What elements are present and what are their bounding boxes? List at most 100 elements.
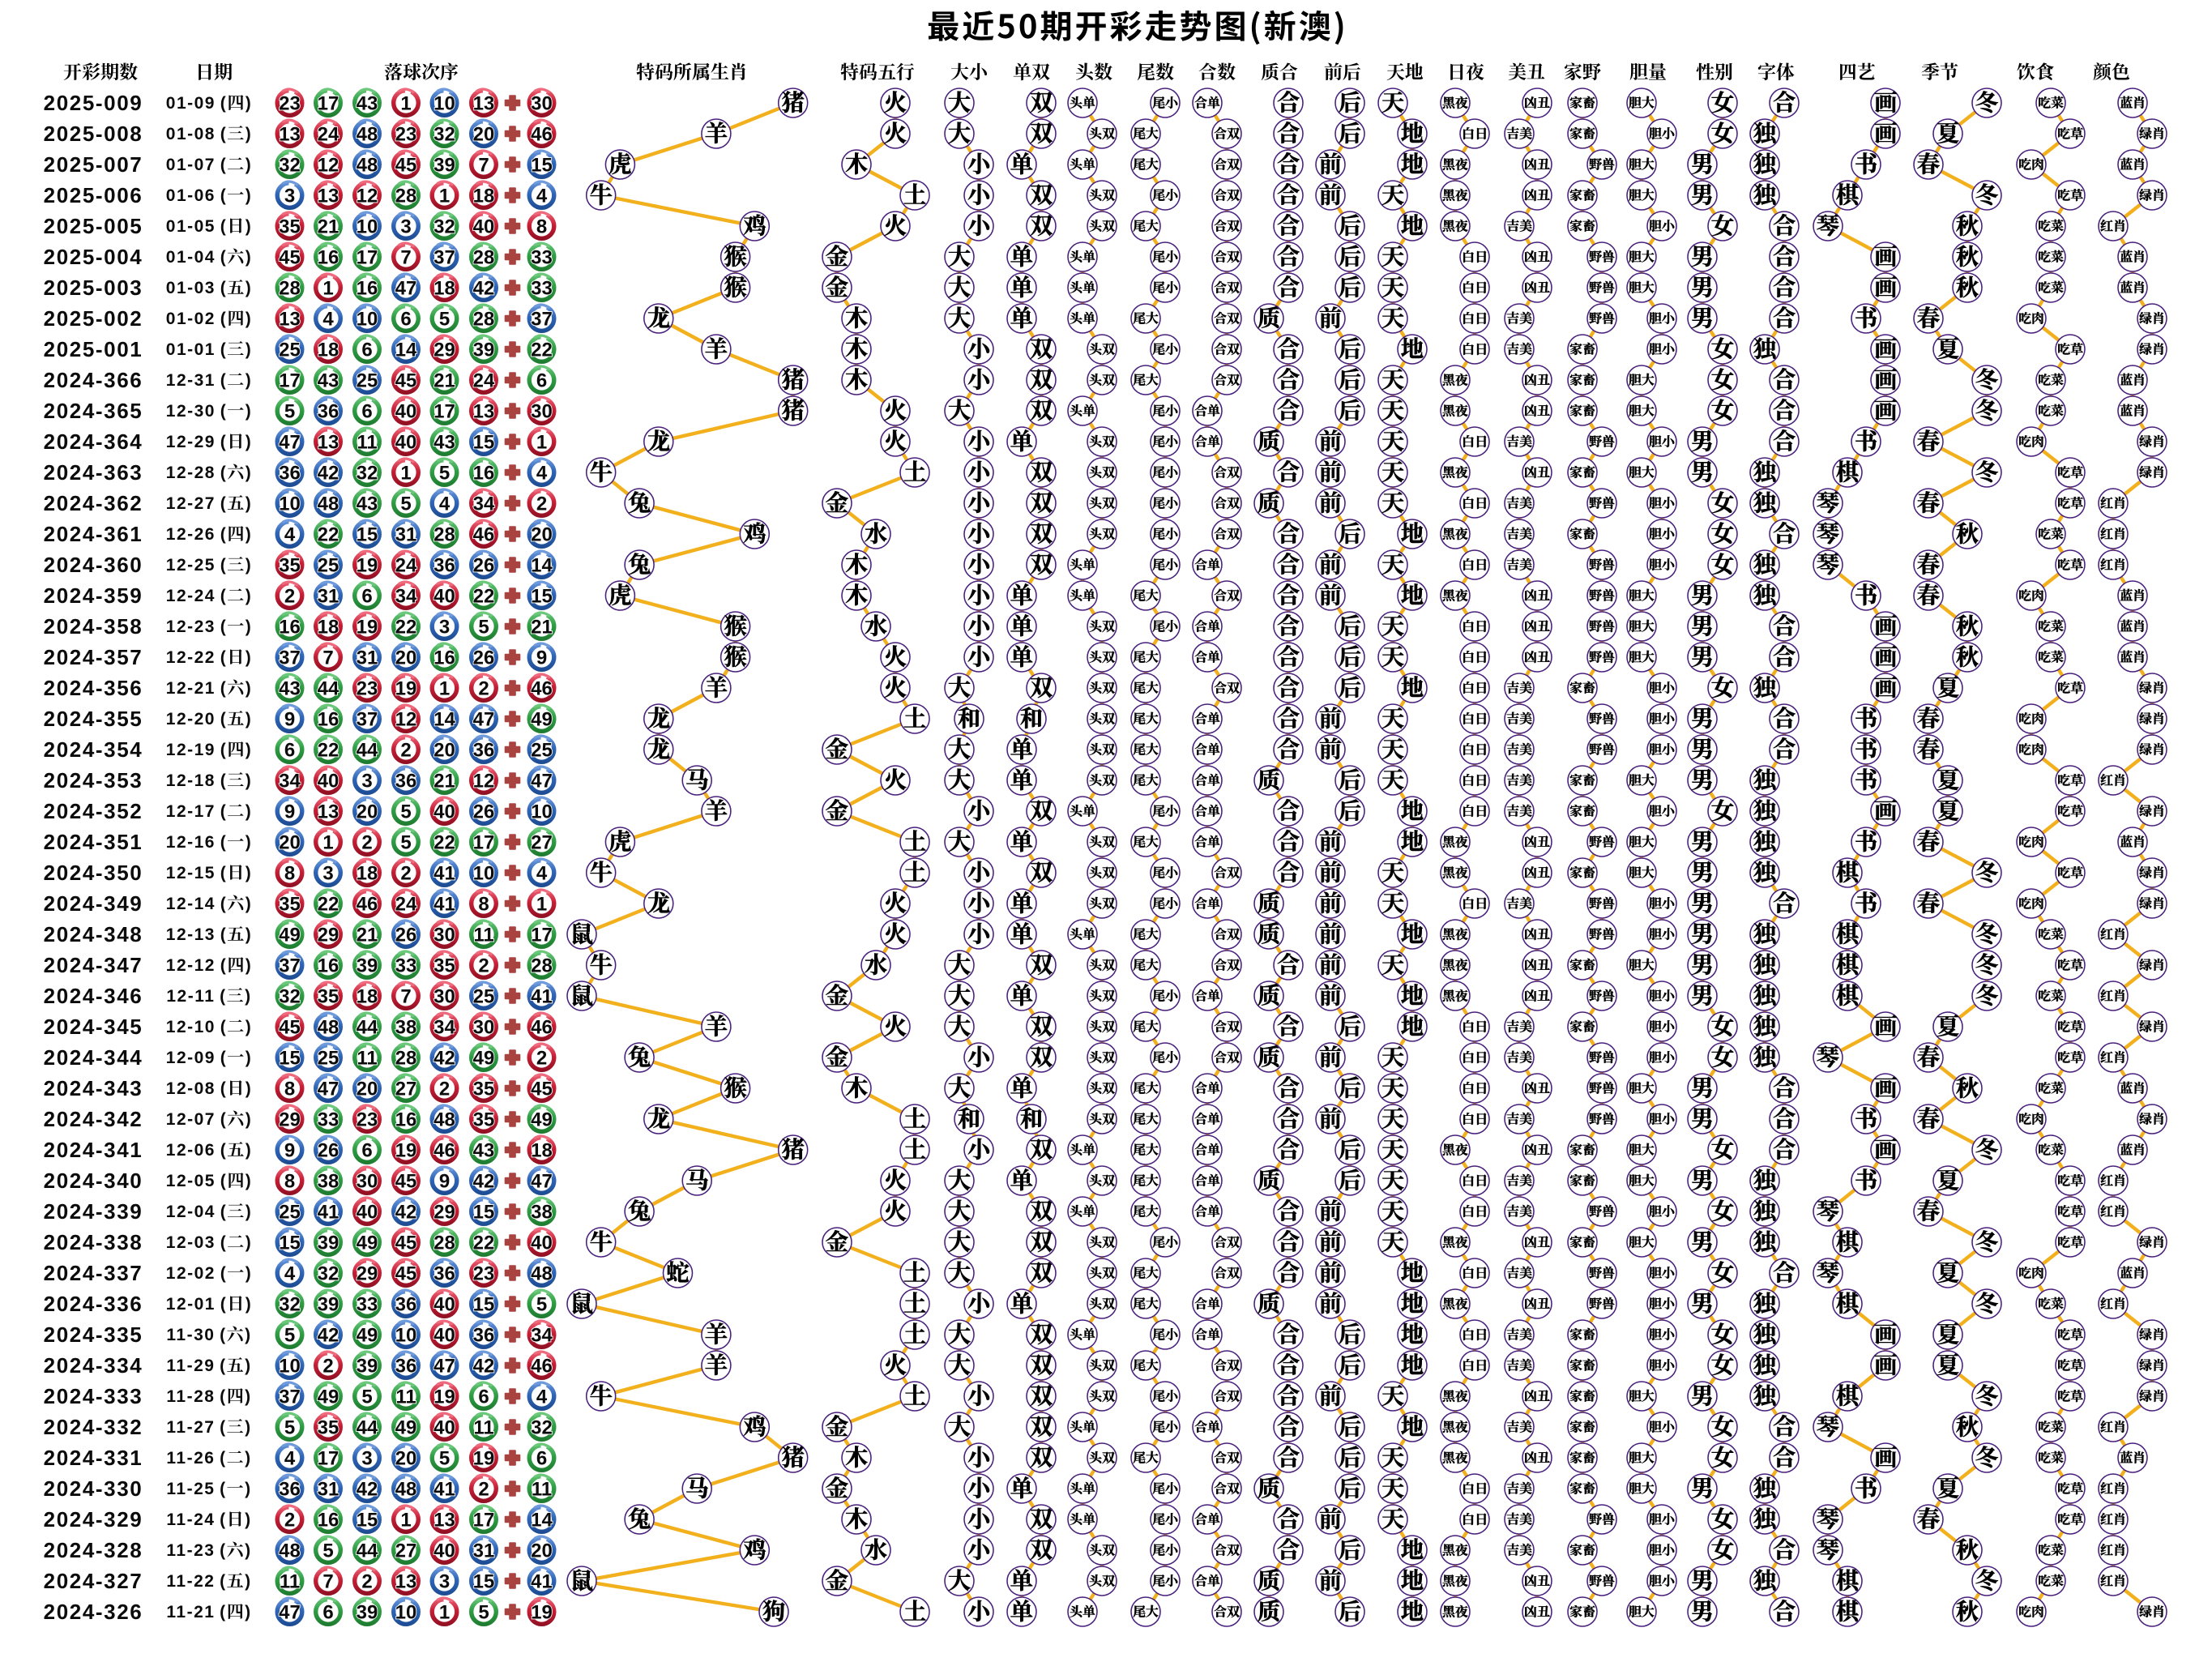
svg-text:白日: 白日 [1462,647,1488,665]
svg-text:01-07 (二): 01-07 (二) [166,152,252,176]
svg-text:23: 23 [395,124,417,146]
svg-text:合: 合 [1277,1348,1300,1381]
svg-text:金: 金 [826,239,849,272]
svg-text:火: 火 [884,670,907,703]
svg-text:尾大: 尾大 [1133,1263,1159,1281]
svg-text:吃菜: 吃菜 [2038,1416,2064,1435]
svg-text:红肖: 红肖 [2100,1570,2126,1589]
svg-text:合: 合 [1277,177,1300,211]
svg-text:合单: 合单 [1194,1139,1220,1158]
svg-text:单: 单 [1010,639,1034,673]
svg-text:5: 5 [400,801,411,823]
svg-text:双: 双 [1030,362,1053,395]
svg-text:独: 独 [1753,1502,1777,1535]
svg-text:女: 女 [1711,1440,1735,1473]
svg-text:尾小: 尾小 [1152,985,1178,1004]
svg-text:凶丑: 凶丑 [1524,1386,1550,1404]
svg-text:质: 质 [1258,916,1281,950]
svg-text:蓝肖: 蓝肖 [2120,370,2146,388]
svg-text:4: 4 [284,1448,296,1470]
svg-text:合: 合 [1277,1502,1300,1535]
svg-text:49: 49 [357,1325,378,1347]
svg-text:男: 男 [1691,1101,1715,1134]
svg-text:夏: 夏 [1937,116,1960,149]
svg-text:11: 11 [395,1386,416,1408]
svg-text:画: 画 [1874,85,1898,118]
svg-text:11-29 (五): 11-29 (五) [166,1352,251,1377]
svg-text:吃菜: 吃菜 [2038,246,2064,265]
svg-text:男: 男 [1691,639,1715,673]
svg-text:4: 4 [536,186,548,207]
svg-text:头双: 头双 [1089,493,1115,511]
svg-text:天: 天 [1381,177,1405,211]
svg-text:尾小: 尾小 [1152,1232,1178,1250]
svg-text:合单: 合单 [1194,431,1220,450]
svg-text:胆小: 胆小 [1649,308,1675,327]
svg-text:头单: 头单 [1070,246,1095,265]
svg-text:冬: 冬 [1975,1378,1999,1412]
svg-text:后: 后 [1339,393,1362,426]
svg-text:女: 女 [1711,1317,1735,1350]
svg-text:尾小: 尾小 [1152,1386,1178,1404]
svg-text:12-23 (一): 12-23 (一) [166,613,252,638]
svg-text:画: 画 [1874,362,1898,395]
svg-text:画: 画 [1874,1440,1898,1473]
svg-text:火: 火 [884,1348,907,1381]
svg-text:合: 合 [1277,1132,1300,1165]
svg-text:龙: 龙 [647,1101,671,1134]
svg-text:吉美: 吉美 [1506,123,1532,142]
svg-text:合: 合 [1277,1224,1300,1258]
svg-text:胆大: 胆大 [1629,585,1655,604]
svg-text:45: 45 [279,247,301,269]
svg-text:合双: 合双 [1214,677,1240,696]
svg-text:合单: 合单 [1194,1416,1220,1435]
svg-text:日期: 日期 [195,58,233,84]
svg-text:胆大: 胆大 [1629,1478,1655,1497]
svg-text:独: 独 [1753,1471,1777,1504]
svg-text:2025-006: 2025-006 [44,183,143,207]
svg-text:大: 大 [948,301,971,334]
svg-text:野兽: 野兽 [1589,924,1615,942]
svg-text:火: 火 [884,85,907,118]
svg-text:马: 马 [685,763,709,796]
svg-text:尾大: 尾大 [1133,123,1159,142]
svg-text:36: 36 [433,555,455,577]
svg-text:双: 双 [1030,1532,1053,1566]
svg-text:质合: 质合 [1261,58,1298,84]
svg-text:和: 和 [958,1101,981,1134]
svg-text:小: 小 [967,1532,991,1566]
svg-text:画: 画 [1874,609,1898,642]
svg-text:吃菜: 吃菜 [2038,400,2064,419]
svg-text:合单: 合单 [1194,708,1220,727]
svg-text:47: 47 [531,1171,553,1193]
svg-text:质: 质 [1258,886,1281,919]
svg-text:土: 土 [903,1255,927,1288]
svg-text:蓝肖: 蓝肖 [2120,1139,2146,1158]
svg-text:鸡: 鸡 [743,516,767,549]
svg-text:木: 木 [845,147,869,180]
svg-text:合双: 合双 [1214,246,1240,265]
svg-text:合: 合 [1277,208,1300,241]
svg-text:尾大: 尾大 [1133,1601,1159,1620]
svg-text:秋: 秋 [1956,208,1979,241]
svg-text:夏: 夏 [1937,1471,1960,1504]
svg-text:木: 木 [845,362,869,395]
svg-text:天: 天 [1381,547,1405,580]
svg-text:书: 书 [1855,424,1878,457]
svg-text:大: 大 [948,1009,971,1042]
svg-text:吉美: 吉美 [1506,1201,1532,1220]
svg-text:红肖: 红肖 [2100,554,2126,573]
svg-text:头双: 头双 [1089,216,1115,234]
svg-text:合: 合 [1277,1255,1300,1288]
svg-text:2024-349: 2024-349 [44,891,143,916]
svg-text:尾小: 尾小 [1152,185,1178,203]
svg-text:家畜: 家畜 [1569,185,1595,203]
svg-text:合数: 合数 [1198,58,1236,84]
svg-text:和: 和 [1020,701,1044,734]
svg-text:白日: 白日 [1462,1016,1488,1035]
svg-text:36: 36 [395,1294,417,1316]
svg-text:头单: 头单 [1070,154,1095,173]
svg-text:尾大: 尾大 [1133,770,1159,788]
svg-text:金: 金 [826,978,849,1011]
svg-text:37: 37 [357,709,378,731]
